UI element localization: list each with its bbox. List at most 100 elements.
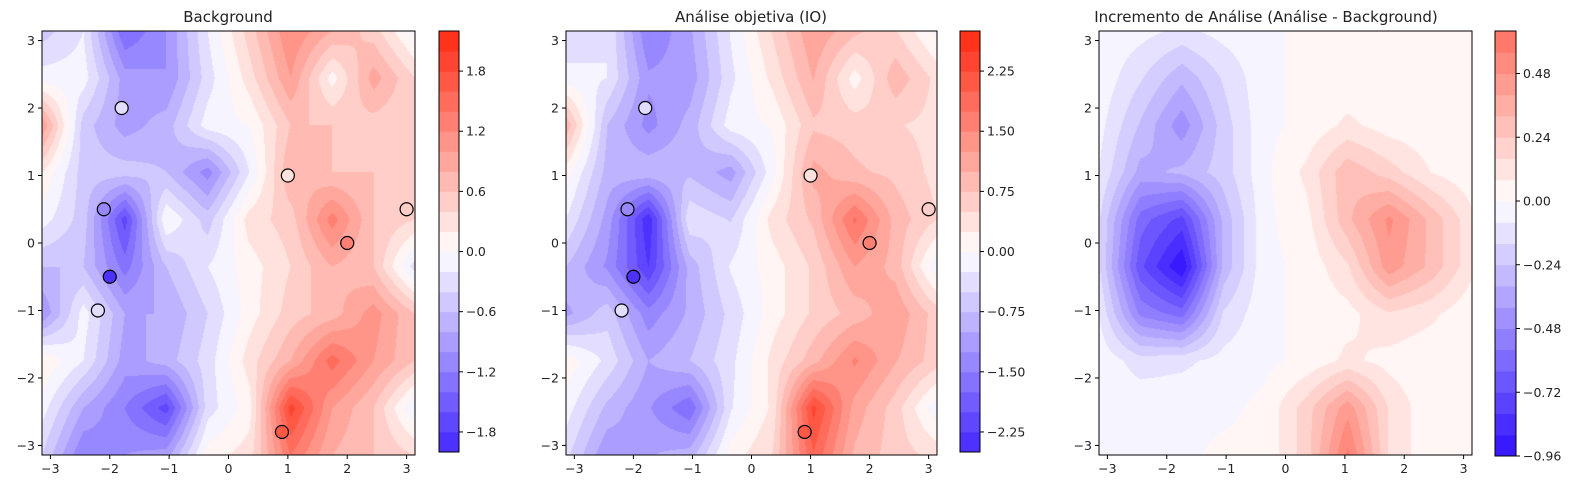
x-tick-label: −3 xyxy=(565,461,583,476)
colorbar-band xyxy=(1495,307,1516,329)
colorbar-band xyxy=(960,411,980,433)
colorbar-tick-label: 0.6 xyxy=(466,184,486,199)
colorbar-frame xyxy=(438,30,460,453)
observation-point xyxy=(114,100,129,116)
observation-point xyxy=(96,202,111,217)
colorbar-tick-label: 1.50 xyxy=(987,124,1015,139)
title-background: Background xyxy=(183,8,273,26)
observation-point xyxy=(399,202,414,217)
x-tick-label: 3 xyxy=(925,461,933,476)
colorbar-band xyxy=(1495,328,1516,351)
colorbar-band xyxy=(1495,52,1516,74)
colorbar-band xyxy=(439,391,459,413)
colorbar-tick-label: 0.00 xyxy=(1523,194,1551,209)
colorbar-frame xyxy=(1494,30,1517,457)
colorbar-band xyxy=(1495,286,1516,308)
colorbar-band xyxy=(439,251,459,273)
colorbar-band xyxy=(439,151,459,172)
colorbar-band xyxy=(439,351,459,373)
x-tick-label: 2 xyxy=(343,461,351,476)
title-analysis: Análise objetiva (IO) xyxy=(674,8,828,26)
x-tick-label: −1 xyxy=(1217,461,1235,476)
colorbar-band xyxy=(1495,222,1516,244)
colorbar-band xyxy=(1495,243,1516,266)
colorbar-band xyxy=(960,151,980,172)
y-tick-label: 0 xyxy=(551,236,559,251)
colorbar-band xyxy=(439,171,459,192)
y-tick-label: −1 xyxy=(1074,303,1092,318)
y-tick-label: −1 xyxy=(541,303,559,318)
colorbar-tick-label: 1.2 xyxy=(466,124,486,139)
colorbar-band xyxy=(960,191,980,212)
colorbar-band xyxy=(960,431,980,453)
x-tick-label: −2 xyxy=(101,461,119,476)
colorbar-tick-label: 0.75 xyxy=(987,184,1015,199)
observation-point xyxy=(862,235,877,251)
x-tick-label: −2 xyxy=(624,461,642,476)
colorbar-tick-label: −1.8 xyxy=(466,424,496,439)
colorbar-band xyxy=(960,251,980,273)
x-tick-label: −3 xyxy=(1098,461,1116,476)
observation-point xyxy=(638,100,653,116)
colorbar-band xyxy=(439,271,459,293)
observation-point xyxy=(274,424,290,440)
colorbar-band xyxy=(439,91,459,112)
colorbar-band xyxy=(439,411,459,433)
contour-field-increment xyxy=(1099,31,1472,455)
y-tick-label: −3 xyxy=(1074,438,1092,453)
y-tick-label: 0 xyxy=(27,236,35,251)
observation-point xyxy=(620,202,635,217)
y-tick-label: −2 xyxy=(17,370,35,385)
observation-point xyxy=(90,303,105,318)
colorbar-tick-label: 0.0 xyxy=(466,244,486,259)
y-tick-label: −2 xyxy=(1074,370,1092,385)
colorbar-band xyxy=(960,291,980,313)
colorbar-band xyxy=(1495,94,1516,117)
colorbar-band xyxy=(960,211,980,232)
x-tick-label: 1 xyxy=(807,461,815,476)
observation-point xyxy=(102,269,117,284)
colorbar-band xyxy=(960,371,980,393)
observation-point xyxy=(921,202,936,217)
colorbar-band xyxy=(1495,201,1516,223)
x-tick-label: 0 xyxy=(1282,461,1290,476)
y-tick-label: 1 xyxy=(27,168,35,183)
colorbar-band xyxy=(960,111,980,132)
x-tick-label: 3 xyxy=(403,461,411,476)
axes-frame xyxy=(41,30,416,456)
observation-point xyxy=(803,168,818,183)
x-tick-label: −2 xyxy=(1158,461,1176,476)
colorbar-band xyxy=(1495,434,1516,457)
y-tick-label: 1 xyxy=(551,168,559,183)
colorbar-band xyxy=(960,391,980,413)
y-tick-label: 0 xyxy=(1084,236,1092,251)
colorbar-band xyxy=(960,71,980,92)
colorbar-band xyxy=(439,51,459,72)
y-tick-label: −3 xyxy=(541,438,559,453)
title-increment: Incremento de Análise (Análise - Backgro… xyxy=(1094,8,1438,26)
colorbar-band xyxy=(960,31,980,52)
colorbar-band xyxy=(960,271,980,293)
colorbar-band xyxy=(1495,31,1516,53)
x-tick-label: 1 xyxy=(284,461,292,476)
colorbar-band xyxy=(960,51,980,72)
colorbar-band xyxy=(960,311,980,333)
colorbar-tick-label: 0.48 xyxy=(1523,66,1551,81)
colorbar-band xyxy=(960,171,980,192)
colorbar-band xyxy=(1495,264,1516,287)
colorbar-band xyxy=(1495,158,1516,181)
y-tick-label: −3 xyxy=(17,438,35,453)
colorbar-tick-label: −0.24 xyxy=(1523,257,1561,272)
colorbar-band xyxy=(1495,179,1516,202)
colorbar-band xyxy=(439,71,459,92)
colorbar-frame xyxy=(959,30,981,453)
x-tick-label: −1 xyxy=(683,461,701,476)
colorbar-tick-label: −0.6 xyxy=(466,304,496,319)
y-tick-label: −1 xyxy=(17,303,35,318)
colorbar-tick-label: −1.2 xyxy=(466,364,496,379)
colorbar-band xyxy=(439,431,459,453)
colorbar-tick-label: −1.50 xyxy=(987,364,1025,379)
colorbar-tick-label: −2.25 xyxy=(987,424,1025,439)
observation-point xyxy=(614,303,629,318)
